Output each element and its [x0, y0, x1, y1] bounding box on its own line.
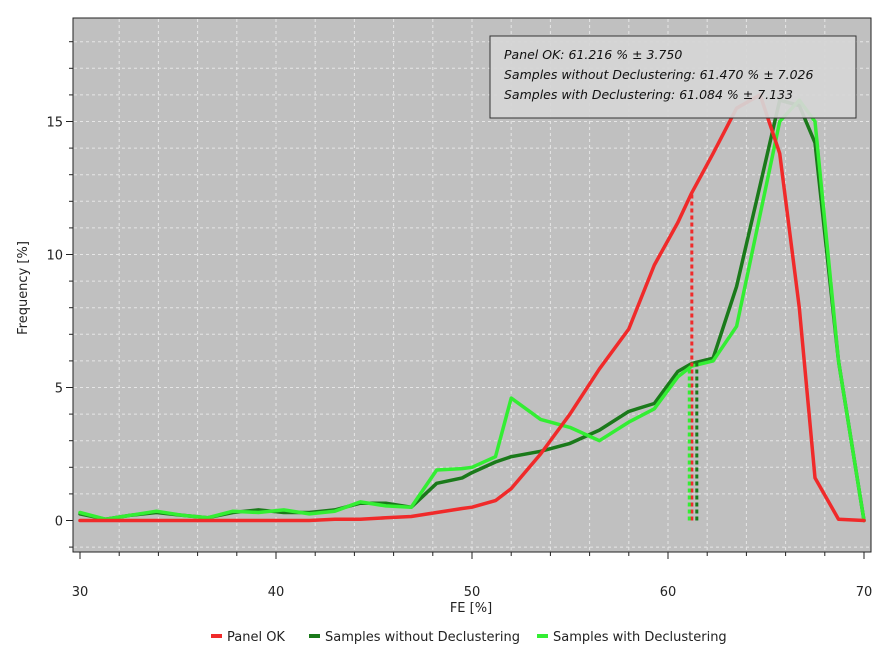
x-tick-label: 60 — [660, 585, 677, 600]
x-tick-label: 50 — [464, 585, 481, 600]
x-tick-label: 70 — [856, 585, 873, 600]
axes: 0 5 10 15 30 40 50 60 70 — [46, 41, 873, 600]
legend-label-without-declustering: Samples without Declustering — [325, 630, 520, 645]
legend-label-with-declustering: Samples with Declustering — [553, 630, 727, 645]
stats-box: Panel OK: 61.216 % ± 3.750 Samples witho… — [489, 35, 857, 119]
y-tick-label: 15 — [46, 116, 63, 131]
x-axis-title: FE [%] — [450, 601, 492, 616]
y-tick-label: 0 — [55, 515, 63, 530]
y-axis-title: Frequency [%] — [16, 241, 31, 335]
x-tick-label: 30 — [72, 585, 89, 600]
stats-line-without-declustering: Samples without Declustering: 61.470 % ±… — [504, 67, 814, 82]
stats-box-frame — [489, 35, 857, 119]
legend-label-panel-ok: Panel OK — [227, 630, 285, 645]
series-line-with-declustering — [78, 98, 866, 523]
y-tick-label: 10 — [46, 249, 63, 264]
x-tick-label: 40 — [268, 585, 285, 600]
stats-line-with-declustering: Samples with Declustering: 61.084 % ± 7.… — [504, 87, 793, 102]
legend: Panel OK Samples without Declustering Sa… — [211, 630, 727, 645]
mean-lines — [687, 192, 699, 521]
stats-line-panel-ok: Panel OK: 61.216 % ± 3.750 — [504, 47, 682, 62]
y-tick-label: 5 — [55, 382, 63, 397]
